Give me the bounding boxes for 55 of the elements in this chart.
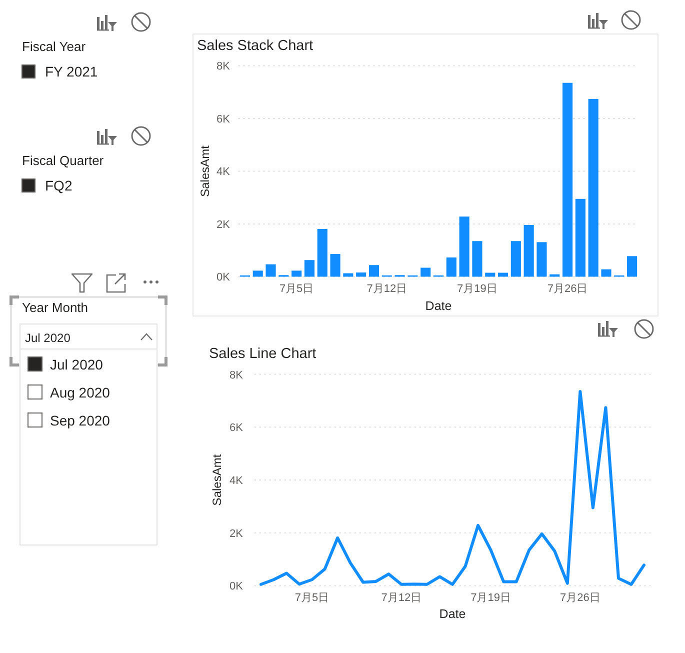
- bar: [356, 272, 366, 277]
- chart-title: Sales Stack Chart: [197, 38, 314, 54]
- bar: [588, 98, 598, 277]
- x-tick-label: 7月5日: [294, 592, 330, 604]
- text: Year Month: [22, 300, 88, 315]
- y-tick-label: 6K: [230, 422, 244, 434]
- x-axis-title: Date: [425, 299, 452, 313]
- bar: [292, 270, 302, 277]
- bar: [304, 260, 314, 277]
- bar: [368, 265, 380, 277]
- bar: [498, 272, 508, 277]
- bar: [330, 254, 340, 277]
- y-tick-label: 4K: [230, 475, 244, 487]
- x-tick-label: 7月5日: [279, 283, 314, 295]
- bar: [266, 264, 276, 277]
- x-axis-title: Date: [439, 607, 466, 621]
- x-tick-label: 7月19日: [457, 283, 498, 295]
- x-tick-label: 7月19日: [470, 592, 511, 604]
- bar: [575, 198, 586, 277]
- y-tick-label: 6K: [216, 113, 231, 126]
- category-label: FY 2021: [45, 64, 98, 80]
- bar: [472, 241, 482, 277]
- y-tick-label: 2K: [216, 218, 231, 231]
- category-label: Aug 2020: [50, 384, 110, 400]
- text: Fiscal Quarter: [22, 153, 104, 168]
- x-tick-label: 7月12日: [366, 283, 408, 295]
- y-tick-label: 4K: [216, 166, 231, 178]
- text: Fiscal Year: [22, 39, 86, 54]
- text: Jul 2020: [25, 331, 71, 345]
- x-tick-label: 7月26日: [560, 592, 600, 604]
- bar: [627, 256, 638, 277]
- bar: [317, 228, 328, 277]
- bar: [252, 270, 263, 277]
- bar: [510, 241, 521, 277]
- y-tick-label: 0K: [230, 580, 244, 593]
- category-label: FQ2: [45, 178, 72, 194]
- y-tick-label: 2K: [230, 528, 244, 540]
- chart-title: Sales Line Chart: [209, 346, 316, 362]
- bar: [420, 268, 431, 277]
- bar: [446, 257, 456, 277]
- bar: [524, 225, 534, 277]
- x-tick-label: 7月26日: [547, 283, 588, 295]
- bar: [459, 216, 470, 277]
- bar: [536, 242, 547, 277]
- bar: [601, 269, 612, 277]
- category-label: Jul 2020: [50, 356, 104, 372]
- y-tick-label: 0K: [216, 272, 231, 284]
- y-tick-label: 8K: [216, 60, 231, 73]
- bar: [485, 272, 496, 277]
- category-label: Sep 2020: [50, 412, 110, 428]
- y-axis-title: SalesAmt: [198, 144, 212, 197]
- bar: [562, 82, 573, 277]
- y-tick-label: 8K: [230, 369, 244, 382]
- y-axis-title: SalesAmt: [210, 454, 224, 506]
- x-tick-label: 7月12日: [381, 592, 422, 604]
